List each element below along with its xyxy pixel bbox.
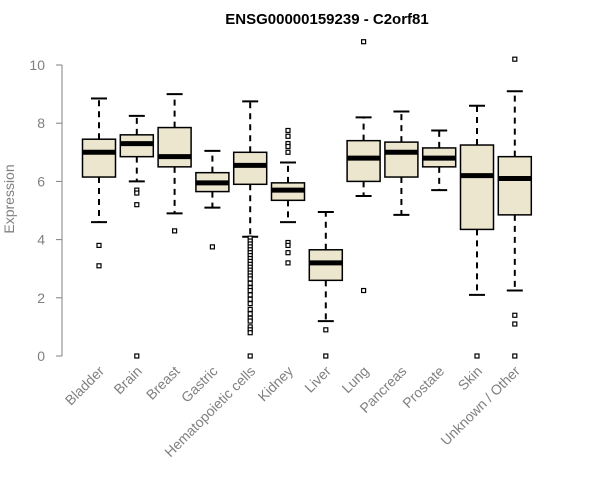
outlier-point (247, 296, 253, 302)
outlier-point (512, 353, 518, 359)
iqr-box (157, 126, 192, 168)
outlier-point (209, 244, 215, 250)
y-axis-tick-label: 8 (37, 115, 45, 131)
y-axis-tick-label: 4 (37, 232, 45, 248)
y-axis: 0 2 4 6 8 10 (29, 57, 63, 364)
x-axis-tick-label: Brain (110, 363, 144, 397)
outlier-point (247, 276, 253, 282)
y-axis-tick-label: 10 (29, 57, 45, 73)
outlier-point (247, 330, 253, 336)
outlier-point (247, 353, 253, 359)
y-axis-tick-label: 6 (37, 173, 45, 189)
x-axis-tick-label: Lung (338, 363, 371, 396)
outlier-point (247, 306, 253, 313)
outlier-point (285, 143, 291, 150)
box-breast (157, 93, 192, 234)
outlier-point (172, 228, 178, 234)
y-axis-label: Expression (1, 164, 17, 233)
outlier-point (96, 242, 102, 249)
outlier-point (512, 321, 518, 327)
outlier-point (512, 312, 518, 318)
box-skin (459, 104, 495, 359)
box-hematopoietic-cells (232, 100, 268, 359)
box-prostate (421, 129, 457, 192)
x-axis-tick-label: Kidney (255, 363, 297, 405)
iqr-box (232, 151, 268, 186)
x-axis-tick-label: Skin (455, 363, 486, 394)
outlier-point (96, 263, 102, 269)
box-bladder (81, 97, 117, 269)
box-unknown-other (497, 56, 533, 359)
outlier-point (247, 280, 253, 286)
outlier-point (361, 39, 367, 45)
outlier-point (361, 287, 367, 294)
x-axis-tick-label: Breast (143, 363, 183, 403)
outlier-point (247, 311, 253, 317)
box-brain (119, 114, 155, 359)
outlier-point (512, 56, 518, 62)
iqr-box (81, 138, 117, 178)
outlier-point (323, 327, 329, 333)
outlier-point (323, 353, 329, 359)
box-lung (346, 39, 381, 294)
outlier-point (285, 149, 291, 155)
outlier-point (474, 353, 480, 359)
outlier-point (247, 301, 253, 307)
box-liver (308, 210, 344, 359)
x-axis-tick-label: Bladder (62, 363, 108, 409)
iqr-box (497, 155, 533, 216)
iqr-box (459, 144, 495, 231)
outlier-point (134, 202, 140, 208)
outlier-point (285, 250, 291, 256)
outlier-point (247, 292, 253, 298)
y-axis-tick-label: 0 (37, 348, 45, 364)
box-pancreas (384, 110, 419, 216)
y-axis-tick-label: 2 (37, 290, 45, 306)
chart-title: ENSG00000159239 - C2orf81 (225, 11, 428, 28)
iqr-box (384, 141, 419, 178)
outlier-point (285, 260, 291, 266)
outlier-point (285, 127, 291, 134)
box-gastric (195, 149, 230, 250)
outlier-point (285, 133, 291, 139)
outlier-point (134, 353, 140, 359)
outlier-point (247, 318, 253, 324)
box-series (81, 39, 533, 359)
x-axis-tick-label: Prostate (399, 363, 447, 411)
outlier-point (134, 190, 140, 196)
x-axis-tick-label: Liver (301, 363, 334, 396)
iqr-box (346, 139, 381, 183)
box-kidney (270, 127, 306, 266)
outlier-point (285, 242, 291, 249)
outlier-point (247, 287, 253, 294)
